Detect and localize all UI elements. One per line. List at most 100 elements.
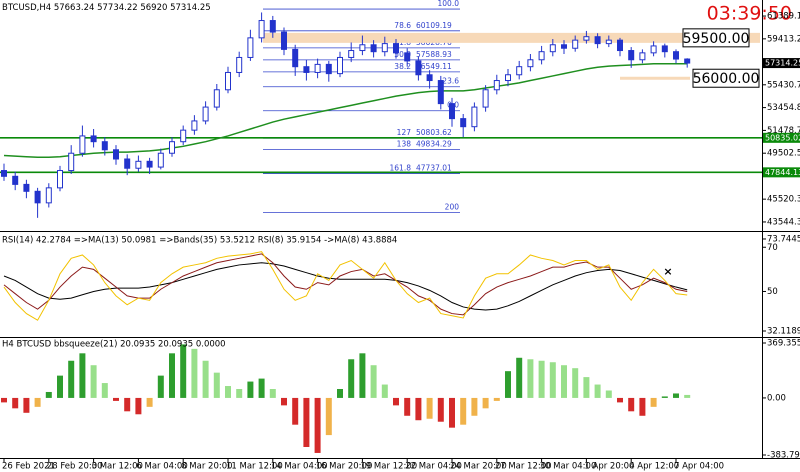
candle-body bbox=[180, 129, 187, 143]
y-tick-label: 0.00 bbox=[767, 393, 786, 403]
close: 57314.25 bbox=[170, 3, 211, 13]
histogram-bar bbox=[437, 397, 444, 422]
fib-ratio: 100.0 bbox=[438, 0, 460, 8]
y-tick-label: 43544.30 bbox=[767, 217, 800, 227]
histogram-bar bbox=[202, 360, 209, 398]
level-box bbox=[682, 28, 750, 48]
x-tick-label: 27 Mar 12:00 bbox=[495, 462, 552, 472]
histogram-bar bbox=[236, 389, 243, 398]
candle-body bbox=[661, 45, 668, 53]
histogram-bar bbox=[348, 359, 355, 398]
y-tick-label: 53454.80 bbox=[767, 103, 800, 113]
histogram-bar bbox=[516, 357, 523, 398]
candle-body bbox=[628, 50, 635, 61]
x-tick-label: 22 Mar 04:00 bbox=[405, 462, 462, 472]
x-tick-label: 19 Mar 12:00 bbox=[360, 462, 417, 472]
hline-label: 47844.13 bbox=[765, 168, 800, 177]
histogram-bar bbox=[415, 397, 422, 421]
histogram-bar bbox=[101, 383, 108, 398]
candle-body bbox=[325, 63, 332, 75]
candle-body bbox=[314, 63, 321, 73]
candle-body bbox=[561, 44, 567, 49]
y-tick-label: 51478.70 bbox=[767, 126, 800, 136]
hline-label-bg bbox=[763, 167, 800, 178]
fib-price: 57588.93 bbox=[416, 50, 452, 59]
candle-body bbox=[12, 175, 19, 185]
hline-label: 50835.02 bbox=[765, 133, 800, 142]
y-tick-label: -383.7903 bbox=[767, 450, 800, 460]
candle-body bbox=[303, 66, 310, 73]
x-tick-label: 4 Apr 12:00 bbox=[629, 462, 679, 472]
histogram-bar bbox=[650, 397, 657, 407]
price-label-bg bbox=[763, 58, 800, 69]
candle-body bbox=[527, 59, 534, 68]
candle-body bbox=[90, 135, 97, 143]
clock: 03:39:50 bbox=[707, 3, 792, 25]
y-tick-label: 55430.70 bbox=[767, 80, 800, 90]
histogram-bar bbox=[269, 389, 276, 398]
histogram-bar bbox=[572, 368, 579, 398]
candle-body bbox=[482, 89, 489, 108]
y-tick-label: 61389.10 bbox=[767, 12, 800, 22]
x-tick-label: 24 Mar 20:00 bbox=[450, 462, 507, 472]
histogram-bar bbox=[594, 384, 601, 398]
candle-body bbox=[572, 39, 579, 49]
candle-body bbox=[684, 58, 691, 64]
open: 57663.24 bbox=[54, 3, 95, 13]
level-box bbox=[692, 68, 760, 88]
y-tick-label: 59413.20 bbox=[767, 34, 800, 44]
signal-marker: × bbox=[663, 265, 672, 278]
candle-body bbox=[404, 52, 411, 62]
candle-body bbox=[68, 152, 75, 172]
candle-body bbox=[258, 20, 265, 39]
candle-body bbox=[605, 39, 612, 45]
candle-body bbox=[348, 50, 355, 58]
candle-body bbox=[269, 20, 276, 33]
candle-body bbox=[169, 141, 175, 154]
histogram-bar bbox=[23, 397, 30, 413]
candle-body bbox=[449, 103, 455, 120]
histogram-bar bbox=[337, 389, 343, 398]
candle-body bbox=[516, 66, 523, 76]
histogram-bar bbox=[45, 391, 52, 398]
candle-body bbox=[460, 118, 467, 128]
candle-body bbox=[146, 160, 153, 168]
y-tick-label: 50 bbox=[767, 287, 778, 297]
histogram-bar bbox=[191, 348, 198, 398]
x-tick-label: 6 Mar 04:00 bbox=[136, 462, 187, 472]
histogram-bar bbox=[281, 397, 287, 406]
candle-body bbox=[57, 170, 63, 189]
x-tick-label: 8 Mar 20:00 bbox=[181, 462, 232, 472]
level-label: 56000.00 bbox=[693, 71, 760, 87]
histogram-bar bbox=[113, 397, 119, 401]
histogram-bar bbox=[303, 397, 310, 447]
histogram-bar bbox=[325, 397, 332, 436]
candle-body bbox=[337, 56, 343, 75]
histogram-bar bbox=[146, 397, 153, 407]
histogram-bar bbox=[482, 397, 489, 409]
fib-ratio: 78.6 bbox=[394, 21, 411, 30]
candle-body bbox=[538, 51, 545, 61]
histogram-bar bbox=[549, 362, 556, 398]
candle-body bbox=[639, 52, 646, 61]
histogram-bar bbox=[471, 397, 478, 416]
x-tick-label: 3 Mar 12:00 bbox=[92, 462, 143, 472]
fib-price: 49834.29 bbox=[416, 139, 452, 148]
candle-body bbox=[135, 160, 142, 169]
fib-ratio: 200 bbox=[445, 202, 460, 211]
low: 56920 bbox=[140, 3, 167, 13]
histogram-bar bbox=[157, 375, 164, 398]
candle-body bbox=[359, 44, 366, 52]
histogram-bar bbox=[225, 386, 231, 398]
y-tick-label: 70 bbox=[767, 243, 778, 253]
histogram-bar bbox=[393, 397, 399, 406]
histogram-bar bbox=[314, 397, 321, 453]
histogram-bar bbox=[90, 365, 97, 398]
squeeze-header: H4 BTCUSD bbsqueeze(21) 20.0935 20.0935 … bbox=[2, 340, 226, 350]
histogram-bar bbox=[639, 397, 646, 416]
candle-body bbox=[281, 31, 287, 50]
histogram-bar bbox=[527, 359, 534, 398]
histogram-bar bbox=[661, 396, 668, 398]
histogram-bar bbox=[460, 397, 467, 425]
